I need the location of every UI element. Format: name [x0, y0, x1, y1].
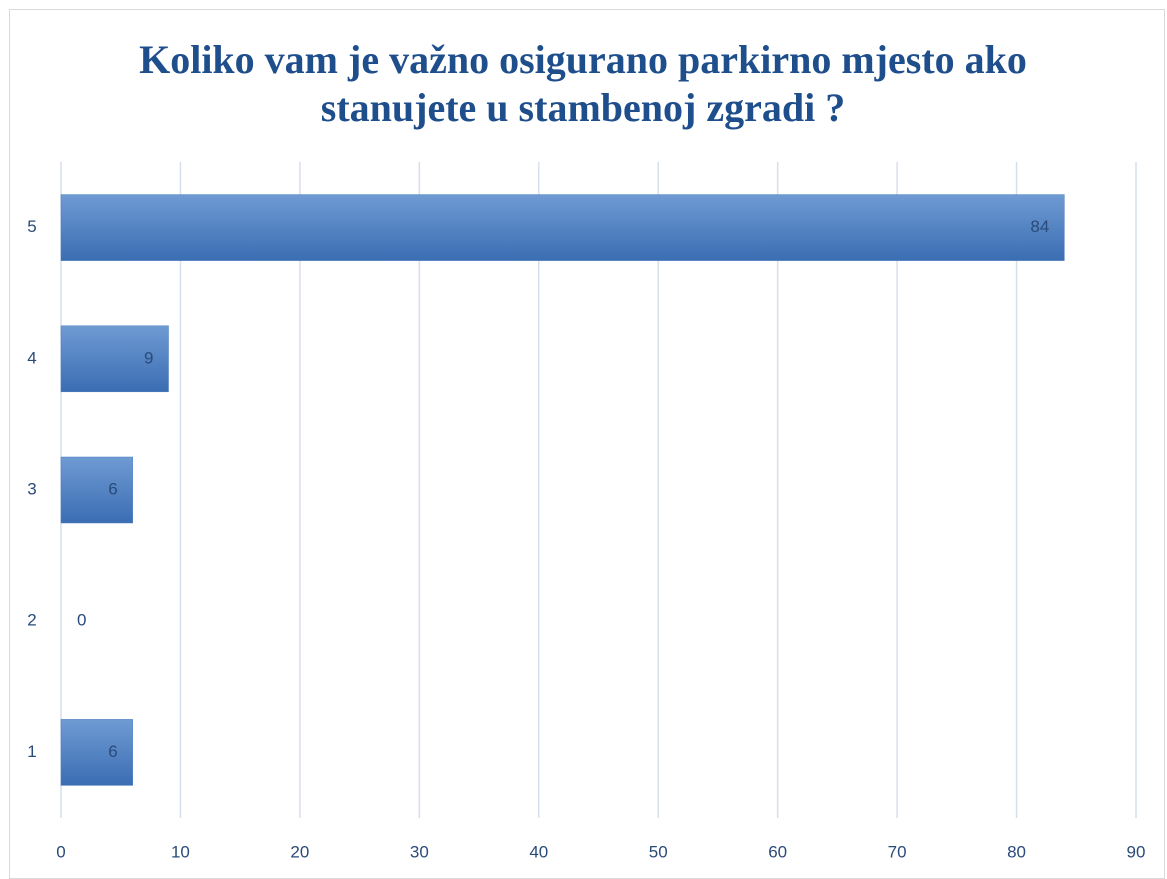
- bar: [60, 719, 133, 786]
- y-tick-label: 2: [27, 611, 36, 630]
- x-tick-label: 30: [410, 842, 429, 861]
- x-tick-label: 90: [1127, 842, 1146, 861]
- bar: [60, 456, 133, 524]
- data-label: 84: [1030, 217, 1049, 236]
- data-label: 6: [108, 742, 117, 761]
- x-tick-label: 50: [649, 842, 668, 861]
- x-tick-label: 0: [56, 842, 65, 861]
- x-tick-label: 60: [768, 842, 787, 861]
- data-label: 0: [77, 611, 86, 630]
- bar: [60, 194, 1065, 261]
- data-label: 6: [108, 479, 117, 498]
- y-tick-label: 3: [27, 479, 36, 498]
- x-tick-label: 20: [290, 842, 309, 861]
- y-tick-label: 1: [27, 742, 36, 761]
- x-tick-label: 10: [171, 842, 190, 861]
- y-tick-label: 5: [27, 217, 36, 236]
- y-tick-label: 4: [27, 348, 36, 367]
- x-tick-label: 70: [888, 842, 907, 861]
- x-tick-label: 80: [1007, 842, 1026, 861]
- chart-title: Koliko vam je važno osigurano parkirno m…: [139, 37, 1027, 130]
- bar: [60, 325, 169, 393]
- x-tick-label: 40: [529, 842, 548, 861]
- data-label: 9: [144, 348, 153, 367]
